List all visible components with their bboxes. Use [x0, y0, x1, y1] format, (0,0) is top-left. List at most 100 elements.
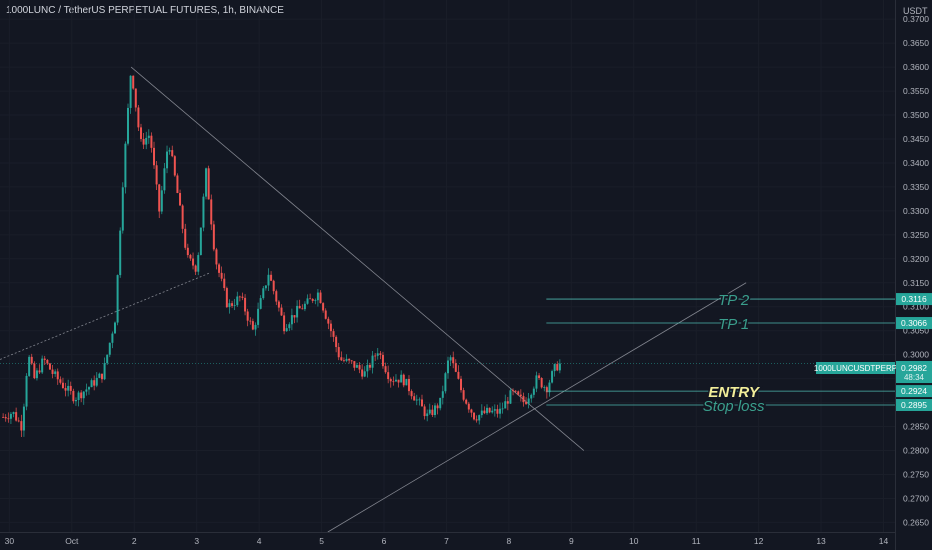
candle-body — [363, 371, 366, 377]
candle-body — [166, 151, 169, 169]
symbol-tag-bg — [816, 362, 895, 374]
candle-body — [447, 360, 449, 374]
candle-body — [376, 353, 379, 356]
candle-body — [480, 410, 483, 416]
candle-body — [491, 410, 494, 413]
price-tag-bg — [896, 398, 932, 411]
candle-body — [540, 377, 543, 388]
candle-body — [413, 396, 416, 401]
time-axis[interactable]: 30 Oct 2 3 4 5 6 7 8 9 10 11 12 13 14 — [5, 536, 889, 546]
candle-body — [277, 301, 280, 308]
candle-body — [140, 127, 143, 139]
candle-body — [210, 199, 213, 225]
candle-body — [155, 165, 158, 185]
candle-body — [108, 342, 111, 355]
candle-body — [259, 298, 262, 309]
candle-body — [61, 382, 64, 388]
price-tick-label: 0.3450 — [903, 134, 929, 144]
level-label: ENTRY — [708, 384, 761, 401]
candle-body — [80, 392, 83, 399]
candle-body — [111, 333, 114, 343]
candle-body — [220, 272, 223, 279]
candle-body — [335, 336, 338, 348]
candle-body — [517, 391, 520, 395]
candle-body — [460, 378, 463, 391]
price-tick-label: 0.3000 — [903, 350, 929, 360]
candle-body — [100, 373, 103, 380]
time-tick-label: 4 — [257, 536, 262, 546]
price-tick-label: 0.3700 — [903, 14, 929, 24]
candle-body — [4, 417, 7, 419]
candle-body — [462, 390, 465, 400]
candle-body — [371, 355, 374, 368]
candle-body — [355, 365, 358, 368]
candle-body — [519, 394, 522, 397]
candle-body — [436, 405, 439, 409]
candle-body — [51, 369, 54, 374]
candle-body — [501, 408, 504, 410]
time-tick-label: 30 — [5, 536, 15, 546]
candle-body — [387, 372, 390, 380]
candle-body — [535, 375, 538, 389]
candle-body — [353, 361, 356, 368]
candle-body — [119, 230, 122, 276]
candle-body — [127, 107, 129, 144]
level-price-tag: 0.2895 — [901, 400, 927, 410]
candle-body — [499, 408, 502, 414]
candle-body — [301, 308, 304, 310]
candle-body — [179, 193, 182, 206]
candle-body — [236, 296, 239, 306]
time-tick-label: 5 — [319, 536, 324, 546]
price-tick-label: 0.3650 — [903, 38, 929, 48]
candle-body — [420, 399, 423, 407]
chart-title: 1000LUNC / TetherUS PERPETUAL FUTURES, 1… — [6, 5, 284, 16]
candle-body — [394, 379, 397, 382]
price-tick-label: 0.3400 — [903, 158, 929, 168]
price-tick-label: 0.3350 — [903, 182, 929, 192]
candle-body — [231, 303, 234, 306]
candle-body — [9, 413, 12, 419]
candle-body — [246, 311, 249, 321]
price-tick-label: 0.3600 — [903, 62, 929, 72]
candle-body — [397, 379, 400, 383]
candle-body — [402, 374, 405, 386]
time-tick-label: 6 — [382, 536, 387, 546]
candle-body — [254, 324, 257, 330]
level-label: TP 2 — [718, 292, 750, 309]
candle-body — [28, 356, 31, 376]
candle-body — [95, 377, 98, 386]
level-price-tag: 0.2924 — [901, 386, 927, 396]
level-label: TP 1 — [718, 316, 749, 333]
candle-body — [368, 364, 371, 368]
candle-body — [7, 418, 10, 420]
candle-body — [173, 156, 176, 176]
candle-body — [504, 401, 507, 409]
candle-body — [324, 310, 327, 319]
time-tick-label: 3 — [194, 536, 199, 546]
candle-body — [64, 387, 67, 391]
candle-body — [381, 354, 384, 367]
candle-body — [121, 187, 124, 231]
price-tag-bg — [896, 385, 932, 398]
time-tick-label: 13 — [816, 536, 826, 546]
candle-body — [296, 305, 299, 318]
candle-body — [423, 406, 426, 417]
candle-body — [298, 305, 301, 309]
candle-body — [410, 391, 413, 397]
candle-body — [337, 347, 340, 358]
candle-body — [90, 380, 93, 388]
candle-body — [314, 300, 317, 302]
candle-body — [186, 247, 189, 256]
candle-body — [15, 412, 18, 421]
candle-body — [322, 303, 325, 311]
candle-body — [538, 375, 541, 378]
candle-body — [145, 137, 148, 145]
candle-body — [327, 318, 330, 324]
candle-body — [293, 315, 296, 318]
candle-body — [509, 390, 512, 404]
candle-body — [67, 385, 70, 391]
candle-series — [2, 75, 561, 438]
candle-body — [41, 358, 44, 373]
candle-body — [439, 397, 442, 409]
